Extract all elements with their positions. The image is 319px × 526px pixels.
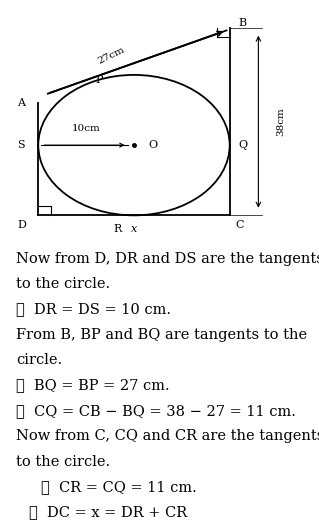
Text: to the circle.: to the circle. xyxy=(16,277,110,291)
Text: 10cm: 10cm xyxy=(72,124,100,133)
Text: 38cm: 38cm xyxy=(276,107,285,136)
Text: to the circle.: to the circle. xyxy=(16,455,110,469)
Text: D: D xyxy=(18,220,27,230)
Text: ∴  DC = x = DR + CR: ∴ DC = x = DR + CR xyxy=(29,505,187,520)
Text: Now from C, CQ and CR are the tangents: Now from C, CQ and CR are the tangents xyxy=(16,429,319,443)
Text: circle.: circle. xyxy=(16,353,62,367)
Text: C: C xyxy=(235,220,243,230)
Text: O: O xyxy=(149,140,158,150)
Text: ∴  BQ = BP = 27 cm.: ∴ BQ = BP = 27 cm. xyxy=(16,379,170,392)
Text: 27cm: 27cm xyxy=(97,45,127,65)
Text: P: P xyxy=(95,75,103,85)
Text: ∴  CR = CQ = 11 cm.: ∴ CR = CQ = 11 cm. xyxy=(41,480,197,494)
Text: Q: Q xyxy=(238,140,247,150)
Text: B: B xyxy=(238,18,247,28)
Text: ∴  DR = DS = 10 cm.: ∴ DR = DS = 10 cm. xyxy=(16,302,171,316)
Text: From B, BP and BQ are tangents to the: From B, BP and BQ are tangents to the xyxy=(16,328,307,342)
Text: A: A xyxy=(17,98,25,108)
Text: Now from D, DR and DS are the tangents: Now from D, DR and DS are the tangents xyxy=(16,251,319,266)
Text: x: x xyxy=(131,225,137,235)
Text: R: R xyxy=(114,225,122,235)
Text: S: S xyxy=(17,140,25,150)
Text: ∴  CQ = CB − BQ = 38 − 27 = 11 cm.: ∴ CQ = CB − BQ = 38 − 27 = 11 cm. xyxy=(16,404,296,418)
